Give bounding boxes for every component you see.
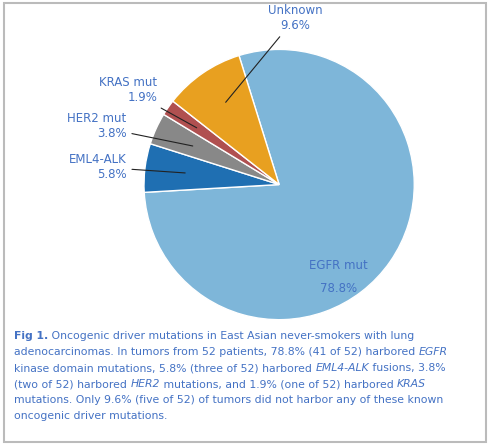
Text: kinase domain mutations, 5.8% (three of 52) harbored: kinase domain mutations, 5.8% (three of …: [14, 363, 316, 373]
Wedge shape: [144, 144, 279, 192]
Wedge shape: [150, 115, 279, 185]
Text: fusions, 3.8%: fusions, 3.8%: [369, 363, 445, 373]
Text: EML4-ALK
5.8%: EML4-ALK 5.8%: [69, 153, 185, 181]
Text: (two of 52) harbored: (two of 52) harbored: [14, 379, 130, 389]
Text: HER2 mut
3.8%: HER2 mut 3.8%: [67, 112, 193, 146]
Text: 78.8%: 78.8%: [320, 282, 357, 295]
Text: EGFR mut: EGFR mut: [309, 259, 368, 272]
Text: oncogenic driver mutations.: oncogenic driver mutations.: [14, 411, 168, 421]
Text: Unknown
9.6%: Unknown 9.6%: [226, 4, 322, 102]
Wedge shape: [144, 49, 414, 320]
Text: Fig 1.: Fig 1.: [14, 331, 48, 341]
Text: EGFR: EGFR: [419, 347, 448, 357]
Text: EML4-ALK: EML4-ALK: [316, 363, 369, 373]
Text: adenocarcinomas. In tumors from 52 patients, 78.8% (41 of 52) harbored: adenocarcinomas. In tumors from 52 patie…: [14, 347, 419, 357]
Wedge shape: [164, 101, 279, 185]
Text: mutations, and 1.9% (one of 52) harbored: mutations, and 1.9% (one of 52) harbored: [160, 379, 397, 389]
Text: mutations. Only 9.6% (five of 52) of tumors did not harbor any of these known: mutations. Only 9.6% (five of 52) of tum…: [14, 395, 443, 405]
Text: HER2: HER2: [130, 379, 160, 389]
Text: KRAS: KRAS: [397, 379, 426, 389]
Text: Oncogenic driver mutations in East Asian never-smokers with lung: Oncogenic driver mutations in East Asian…: [48, 331, 415, 341]
Wedge shape: [173, 56, 279, 185]
Text: KRAS mut
1.9%: KRAS mut 1.9%: [99, 76, 196, 128]
